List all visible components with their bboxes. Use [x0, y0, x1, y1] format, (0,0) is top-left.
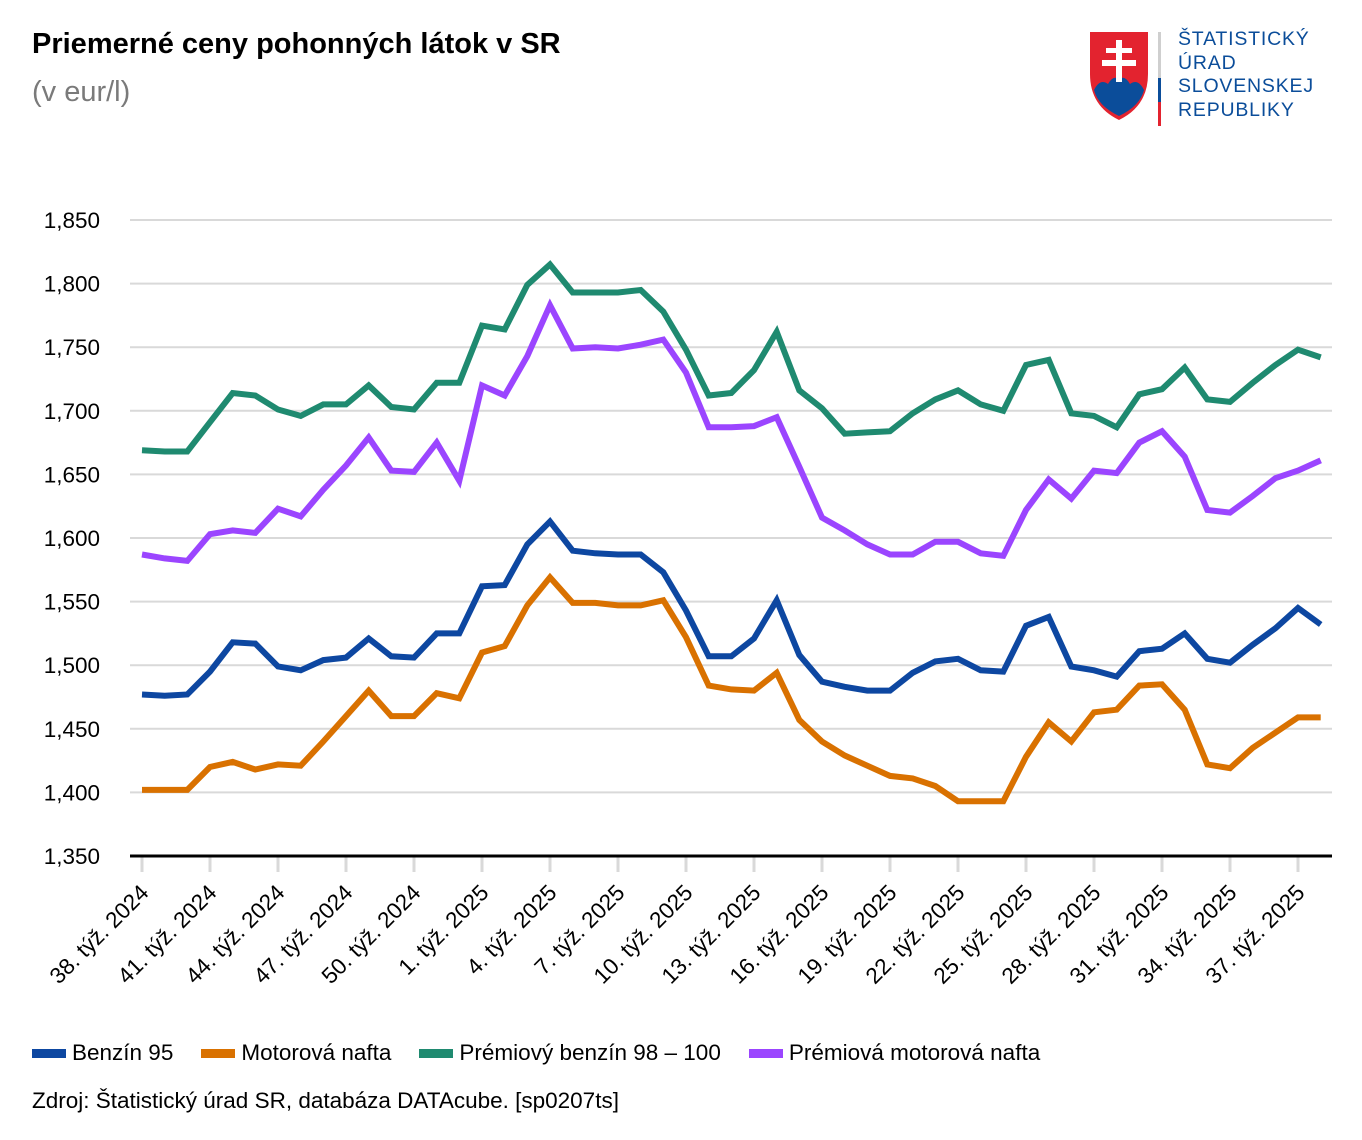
y-tick-label: 1,450 — [44, 717, 100, 742]
y-tick-label: 1,400 — [44, 780, 100, 805]
logo-line: REPUBLIKY — [1178, 98, 1295, 121]
legend-swatch — [419, 1048, 454, 1058]
legend-label: Prémiový benzín 98 – 100 — [459, 1040, 721, 1065]
source-note: Zdroj: Štatistický úrad SR, databáza DAT… — [32, 1088, 619, 1113]
chart-title: Priemerné ceny pohonných látok v SR — [32, 28, 561, 60]
legend-item-benzin-95: Benzín 95 — [32, 1040, 173, 1066]
logo-divider-blue — [1158, 78, 1161, 102]
logo-line: ÚRAD — [1178, 51, 1237, 74]
y-axis-ticks: 1,350 1,400 1,450 1,500 1,550 1,600 1,650 1,700… — [44, 208, 100, 869]
logo-line: ŠTATISTICKÝ — [1178, 28, 1310, 50]
legend-label: Benzín 95 — [72, 1040, 174, 1065]
legend-swatch — [201, 1048, 236, 1058]
series-line-0 — [141, 516, 1323, 699]
legend-swatch — [748, 1048, 783, 1058]
y-tick-label: 1,650 — [44, 462, 100, 487]
y-tick-label: 1,750 — [44, 335, 100, 360]
line-chart: 1,350 1,400 1,450 1,500 1,550 1,600 1,650 1,700… — [44, 208, 1332, 989]
statistical-office-logo — [1090, 32, 1161, 126]
legend-item-premiova-nafta: Prémiová motorová nafta — [748, 1040, 1041, 1066]
legend-label: Prémiová motorová nafta — [788, 1040, 1041, 1065]
y-tick-label: 1,350 — [44, 844, 100, 869]
legend-item-motorova-nafta: Motorová nafta — [201, 1040, 391, 1066]
series-line-2 — [141, 260, 1322, 455]
legend-swatch — [32, 1048, 66, 1058]
series-line-3 — [141, 298, 1322, 565]
y-tick-label: 1,550 — [44, 590, 100, 615]
chart-subtitle: (v eur/l) — [32, 76, 131, 108]
logo-line: SLOVENSKEJ — [1178, 75, 1314, 97]
coat-of-arms-icon — [1090, 32, 1148, 120]
y-tick-label: 1,800 — [44, 272, 100, 297]
series-lines — [141, 260, 1323, 805]
legend-label: Motorová nafta — [241, 1040, 392, 1065]
gridlines — [130, 219, 1332, 794]
legend: Benzín 95 Motorová nafta Prémiový benzín… — [32, 1040, 1068, 1066]
y-tick-label: 1,850 — [44, 208, 100, 233]
y-tick-label: 1,500 — [44, 653, 100, 678]
logo-divider-grey — [1158, 32, 1161, 78]
y-tick-label: 1,600 — [44, 526, 100, 551]
logo-text: ŠTATISTICKÝ ÚRAD SLOVENSKEJ REPUBLIKY — [1178, 28, 1314, 122]
y-tick-label: 1,700 — [44, 399, 100, 424]
logo-divider-red — [1158, 102, 1161, 126]
legend-item-premiovy-benzin: Prémiový benzín 98 – 100 — [419, 1040, 721, 1066]
